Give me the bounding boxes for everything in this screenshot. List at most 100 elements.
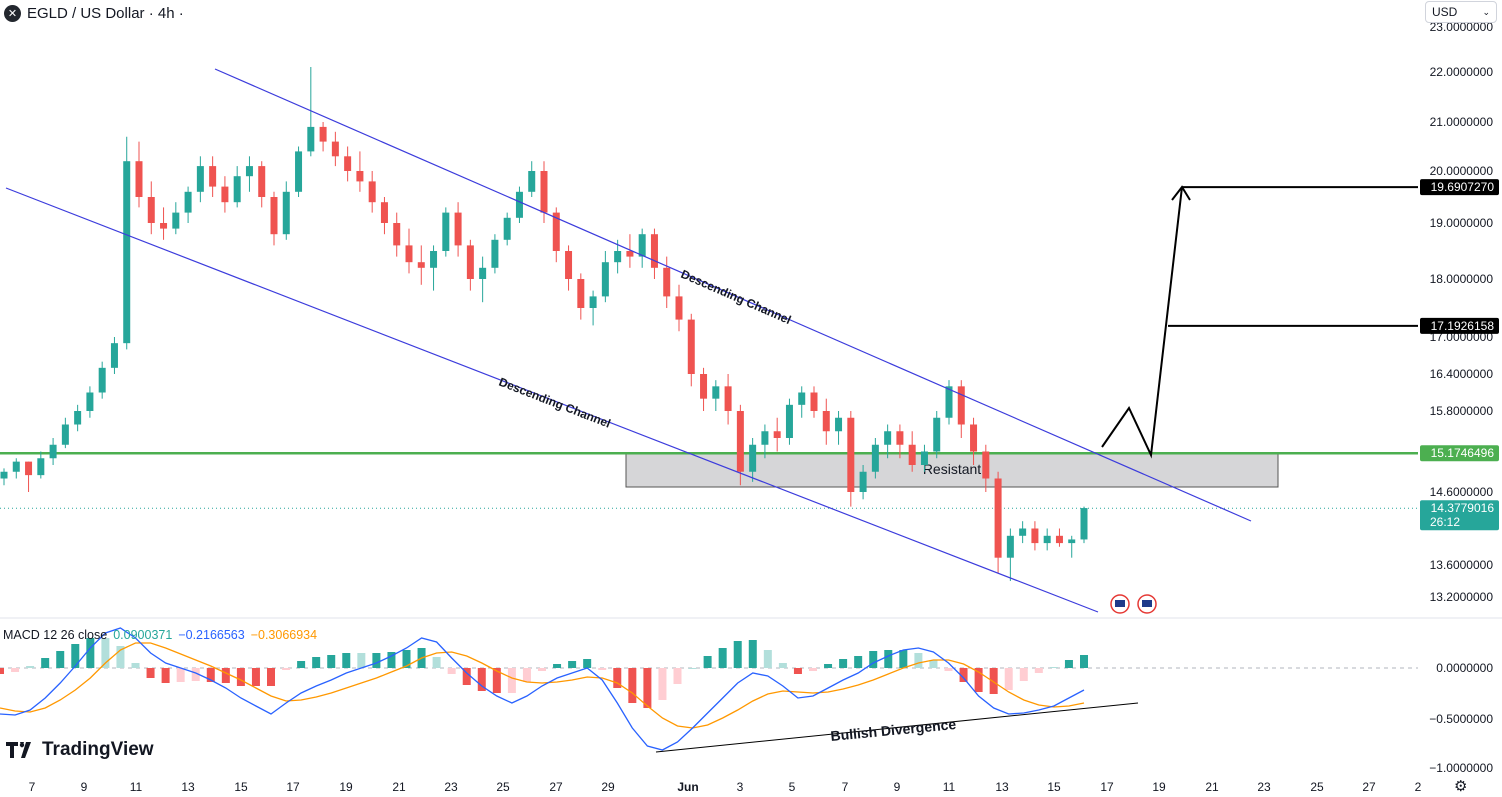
candle-body bbox=[307, 126, 315, 152]
macd-histogram-bar bbox=[959, 668, 968, 682]
tradingview-icon bbox=[6, 742, 31, 758]
candle-body bbox=[430, 251, 438, 268]
macd-histogram-bar bbox=[899, 650, 908, 668]
macd-histogram-bar bbox=[598, 668, 607, 670]
currency-selector[interactable]: USD ⌄ bbox=[1425, 1, 1497, 23]
candle-body bbox=[172, 212, 180, 229]
price-tick-label: 23.0000000 bbox=[1430, 20, 1494, 34]
candle-body bbox=[466, 245, 474, 279]
us-flag-event-icon bbox=[1142, 600, 1152, 607]
macd-histogram-bar bbox=[11, 668, 20, 672]
macd-histogram-bar bbox=[703, 656, 712, 668]
macd-histogram-bar bbox=[492, 668, 501, 693]
candle-body bbox=[920, 451, 928, 465]
candle-body bbox=[86, 392, 94, 411]
candle-body bbox=[675, 296, 683, 320]
macd-histogram-bar bbox=[733, 641, 742, 668]
candle-body bbox=[773, 431, 781, 438]
candle-body bbox=[1006, 535, 1014, 558]
date-tick-label: 17 bbox=[1100, 780, 1114, 794]
symbol-title: EGLD / US Dollar · 4h · bbox=[27, 4, 184, 22]
price-label-box bbox=[1420, 500, 1499, 531]
candle-body bbox=[454, 212, 462, 246]
macd-histogram-bar bbox=[161, 668, 170, 683]
macd-histogram-bar bbox=[522, 668, 531, 682]
price-tick-label: 22.0000000 bbox=[1430, 65, 1494, 79]
projection-path bbox=[1101, 186, 1183, 459]
candle-body bbox=[970, 424, 978, 452]
macd-histogram-bar bbox=[1049, 667, 1058, 668]
candle-body bbox=[1019, 528, 1027, 536]
candle-body bbox=[565, 251, 573, 279]
date-tick-label: 15 bbox=[234, 780, 248, 794]
price-tick-label: 21.0000000 bbox=[1430, 115, 1494, 129]
channel-lower-label: Descending Channel bbox=[497, 375, 613, 431]
logo-text: TradingView bbox=[42, 739, 154, 760]
macd-histogram-bar bbox=[839, 659, 848, 668]
candle-body bbox=[209, 166, 217, 187]
candle-body bbox=[1043, 535, 1051, 544]
macd-histogram-bar bbox=[477, 668, 486, 691]
macd-label: MACD 12 26 close bbox=[3, 628, 108, 642]
candle-body bbox=[61, 424, 69, 445]
macd-histogram-bar bbox=[1080, 655, 1088, 668]
macd-histogram-bar bbox=[236, 668, 245, 686]
macd-histogram-bar bbox=[191, 668, 200, 681]
candle-body bbox=[12, 461, 20, 472]
candle-body bbox=[393, 223, 401, 246]
macd-tick-label: −1.0000000 bbox=[1429, 761, 1493, 775]
candle-body bbox=[110, 343, 118, 368]
candle-body bbox=[614, 251, 622, 263]
macd-histogram-bar bbox=[116, 646, 125, 668]
candle-body bbox=[945, 386, 953, 418]
price-tick-label: 20.0000000 bbox=[1430, 164, 1494, 178]
candle-body bbox=[528, 171, 536, 192]
macd-histogram-bar bbox=[824, 664, 833, 668]
candle-body bbox=[319, 126, 327, 142]
macd-histogram-bar bbox=[507, 668, 516, 693]
candle-body bbox=[37, 458, 45, 476]
date-tick-label: 19 bbox=[1152, 780, 1166, 794]
candle-body bbox=[712, 386, 720, 399]
us-flag-event-icon bbox=[1115, 600, 1125, 607]
macd-histogram-bar bbox=[793, 668, 802, 674]
axes: 23.0000000 22.0000000 21.0000000 20.0000000… bbox=[29, 20, 1499, 794]
tradingview-logo: TradingView bbox=[6, 739, 154, 761]
candle-body bbox=[847, 417, 855, 492]
currency-label: USD bbox=[1432, 5, 1458, 19]
date-tick-label: 27 bbox=[1362, 780, 1376, 794]
macd-histogram-bar bbox=[206, 668, 215, 682]
candle-body bbox=[344, 156, 352, 171]
price-label-text: 14.3779016 bbox=[1431, 501, 1495, 515]
macd-histogram-bar bbox=[176, 668, 185, 682]
date-tick-label: 9 bbox=[81, 780, 88, 794]
macd-histogram-bar bbox=[643, 668, 652, 708]
price-tick-label: 15.8000000 bbox=[1430, 404, 1494, 418]
macd-histogram-bar bbox=[1064, 660, 1073, 668]
macd-histogram-bar bbox=[989, 668, 998, 694]
candle-body bbox=[822, 411, 830, 432]
candle-body bbox=[626, 251, 634, 257]
macd-signal-line bbox=[0, 642, 1085, 729]
candle-body bbox=[540, 171, 548, 213]
candle-body bbox=[724, 386, 732, 411]
macd-line-value: −0.2166563 bbox=[178, 628, 245, 642]
candle-body bbox=[601, 262, 609, 297]
candle-body bbox=[295, 151, 303, 192]
macd-histogram-bar bbox=[312, 657, 321, 668]
macd-histogram-bar bbox=[568, 661, 577, 668]
macd-histogram-bar bbox=[56, 651, 65, 668]
candle-body bbox=[859, 471, 867, 492]
candle-body bbox=[871, 444, 879, 472]
date-tick-label: 7 bbox=[29, 780, 36, 794]
macd-tick-label: 0.0000000 bbox=[1436, 661, 1493, 675]
candle-body bbox=[884, 431, 892, 445]
price-tick-label: 16.4000000 bbox=[1430, 367, 1494, 381]
macd-histogram-bar bbox=[778, 663, 787, 668]
settings-gear-icon[interactable]: ⚙ bbox=[1454, 778, 1468, 795]
date-tick-label: 25 bbox=[496, 780, 510, 794]
candle-body bbox=[0, 471, 8, 479]
macd-histogram-bar bbox=[282, 668, 291, 670]
candle-body bbox=[196, 166, 204, 192]
